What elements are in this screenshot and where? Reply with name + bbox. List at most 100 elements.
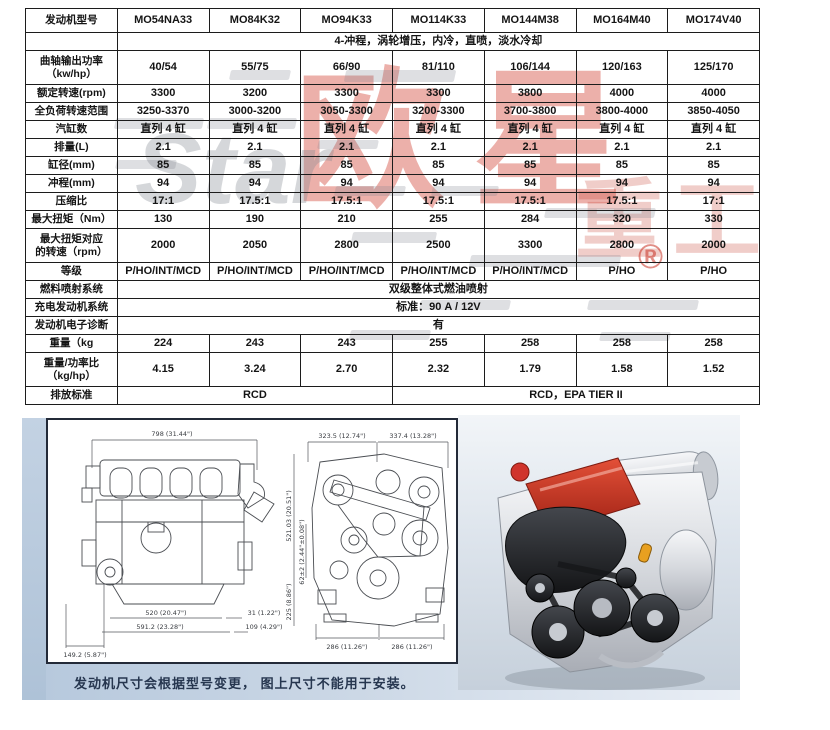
spec-row-label: 等级 [25,262,118,281]
spec-cell: MO94K33 [300,8,393,33]
spec-row-label: 曲轴输出功率 （kw/hp） [25,50,118,85]
spec-cell: P/HO/INT/MCD [116,262,210,281]
spec-row-label: 最大扭矩（Nm） [25,210,118,229]
spec-cell: 2050 [208,228,302,263]
spec-cell: 258 [483,334,577,353]
spec-cell: 85 [116,156,210,175]
spec-cell: 直列 4 缸 [575,120,669,139]
hose [598,649,665,669]
spec-cell: 224 [116,334,210,353]
spec-cell: 1.58 [575,352,669,387]
spec-cell: 2.1 [208,138,302,157]
spec-cell: P/HO/INT/MCD [392,262,485,281]
spec-cell: 85 [575,156,669,175]
spec-row: 汽缸数 直列 4 缸直列 4 缸直列 4 缸直列 4 缸直列 4 缸直列 4 缸直… [25,120,760,139]
spec-cell: 3800 [483,84,577,103]
spec-cell: 258 [575,334,669,353]
spec-row: 曲轴输出功率 （kw/hp） 40/54 55/75 66/90 81/110 106/14… [25,50,760,85]
dim-label: 225 (8.86") [285,583,293,620]
spec-cell: 190 [208,210,302,229]
spec-row: 全负荷转速范围 3250-3370 3000-3200 3050-3300 3200-3… [25,102,760,121]
spec-row: 缸径(mm) 85 85 85 85 85 85 85 [25,156,760,175]
spec-cell: 2.1 [667,138,760,157]
spec-row-label: 汽缸数 [25,120,118,139]
engine-side-outline [81,459,275,605]
spec-cell: 81/110 [392,50,485,85]
spec-cell: 85 [483,156,577,175]
spec-row: 充电发动机系统 标准：90 A / 12V [25,298,761,317]
side-housing [659,529,713,611]
spec-cell: RCD [116,386,394,405]
dim-label: 286 (11.26") [391,643,432,651]
spec-cell: 125/170 [667,50,760,85]
spec-cell: P/HO/INT/MCD [208,262,302,281]
spec-cell: 255 [392,334,485,353]
spec-row-label: 压缩比 [25,192,118,211]
spec-cell: 3000-3200 [208,102,302,121]
spec-row: 最大扭矩（Nm） 130 190 210 255 284 320 330 [25,210,760,229]
spec-row-label: 重量/功率比 （kg/hp） [25,352,118,387]
spec-cell: P/HO [667,262,760,281]
spec-cell: MO54NA33 [116,8,210,33]
spec-cell: 3250-3370 [116,102,210,121]
spec-cell: 94 [575,174,669,193]
spec-row-label: 发动机型号 [25,8,118,33]
spec-row-label: 充电发动机系统 [25,298,118,317]
dim-label: 31 (1.22") [248,609,281,617]
engine-spec-table: 发动机型号 MO54NA33 MO84K32 MO94K33 MO114K33 MO144… [25,8,761,405]
spec-row: 发动机型号 MO54NA33 MO84K32 MO94K33 MO114K33 MO144… [25,8,760,33]
spec-cell: 3300 [300,84,393,103]
spec-cell: 17.5:1 [575,192,669,211]
spec-cell: 243 [208,334,302,353]
spec-cell: 2000 [667,228,760,263]
engine-shadow [505,666,705,690]
spec-cell: 320 [575,210,669,229]
spec-cell: 2.1 [116,138,210,157]
spec-cell: 2000 [116,228,210,263]
dim-label: 591.2 (23.28") [136,623,183,631]
spec-cell: MO84K32 [208,8,302,33]
spec-row-label: 排量(L) [25,138,118,157]
spec-cell: 94 [208,174,302,193]
spec-cell: 17.5:1 [208,192,302,211]
spec-cell: 2.1 [392,138,485,157]
spec-row-label [25,32,118,51]
spec-row: 燃料喷射系统 双级整体式燃油喷射 [25,280,761,299]
spec-row: 等级 P/HO/INT/MCD P/HO/INT/MCD P/HO/INT/MCD P/… [25,262,760,281]
spec-cell: 210 [300,210,393,229]
spec-cell: 94 [483,174,577,193]
spec-row-label: 额定转速(rpm) [25,84,118,103]
spec-cell: 130 [116,210,210,229]
side-view-drawing: 798 (31.44") [63,430,282,659]
dim-label: 286 (11.26") [326,643,367,651]
panel-accent-bar [22,418,46,700]
spec-cell: P/HO [575,262,669,281]
spec-cell: 标准：90 A / 12V [116,298,761,317]
spec-row: 重量（kg 224 243 243 255 258 258 258 [25,334,760,353]
oil-cap [510,462,530,482]
spec-cell: MO164M40 [575,8,669,33]
spec-cell: MO144M38 [483,8,577,33]
spec-cell: 55/75 [208,50,302,85]
spec-row: 发动机电子诊断有 [25,316,761,335]
spec-row-label: 最大扭矩对应 的转速（rpm） [25,228,118,263]
spec-row-label: 全负荷转速范围 [25,102,118,121]
spec-cell: 直列 4 缸 [208,120,302,139]
front-view-drawing: 323.5 (12.74") 337.4 (13.28") 521.03 (20… [285,432,449,651]
dim-label: 323.5 (12.74") [318,432,365,440]
dim-label: 109 (4.29") [245,623,282,631]
spec-cell: 2500 [392,228,485,263]
spec-cell: 3200 [208,84,302,103]
spec-cell: 94 [392,174,485,193]
spec-cell: 3700-3800 [483,102,577,121]
spec-row: 冲程(mm) 94 94 94 94 94 94 94 [25,174,760,193]
spec-cell: RCD，EPA TIER II [392,386,760,405]
spec-cell: 直列 4 缸 [300,120,393,139]
spec-row-label: 重量（kg [25,334,118,353]
spec-cell: 94 [116,174,210,193]
spec-cell: 17:1 [116,192,210,211]
dim-label: 337.4 (13.28") [389,432,436,440]
spec-cell: 94 [300,174,393,193]
spec-row: 额定转速(rpm) 3300 3200 3300 3300 3800 4000 4000 [25,84,760,103]
spec-cell: 243 [300,334,393,353]
